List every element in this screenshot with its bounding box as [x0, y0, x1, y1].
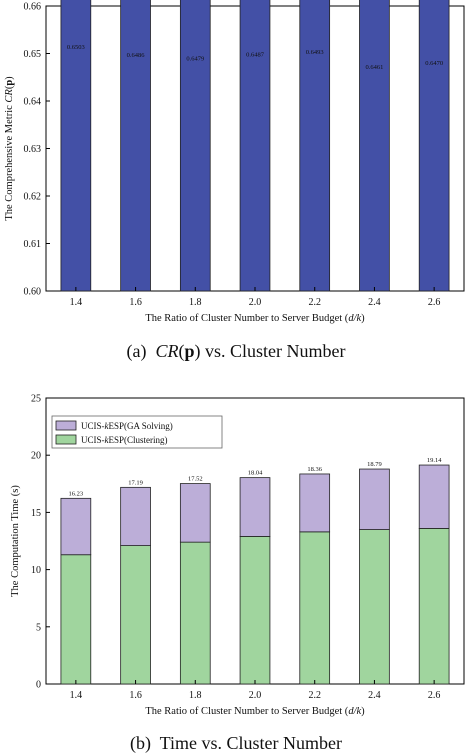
x-tick-label: 1.6 [129, 297, 142, 308]
y-tick-label: 0.66 [24, 2, 42, 13]
y-axis-label: The Comprehensive Metric CR(p) [4, 76, 15, 221]
x-tick-label: 1.4 [70, 690, 83, 701]
y-tick-label: 0.62 [24, 192, 42, 203]
chart-a: 0.60 0.61 0.62 0.63 0.64 0.65 0.66 0.6503 1.4 0.6… [4, 0, 465, 324]
bar [299, 0, 331, 292]
x-tick-label: 2.0 [249, 690, 262, 701]
bar-value-label: 0.6493 [306, 49, 324, 56]
x-tick-label: 1.6 [129, 690, 142, 701]
bar [179, 541, 211, 685]
bar-value-label: 0.6461 [365, 64, 383, 71]
y-axis-label: The Computation Time (s) [10, 485, 21, 597]
bar [120, 545, 151, 685]
bar-value-label: 0.6470 [425, 60, 443, 67]
y-tick-label: 0 [36, 680, 41, 691]
bar [418, 528, 450, 685]
bar-value-label: 18.79 [367, 461, 382, 468]
bar-value-label: 0.6486 [127, 52, 146, 59]
y-tick-label: 0.65 [24, 49, 42, 60]
x-axis-label: The Ratio of Cluster Number to Server Bu… [145, 313, 365, 324]
y-tick-label: 15 [31, 508, 41, 519]
x-tick-label: 2.4 [368, 690, 381, 701]
legend: UCIS-kESP(GA Solving) UCIS-kESP(Clusterin… [51, 415, 223, 449]
x-tick-label: 2.4 [368, 297, 381, 308]
bar [60, 0, 92, 292]
bar [60, 554, 92, 685]
bar-value-label: 19.14 [427, 457, 442, 464]
x-tick-label: 1.8 [189, 690, 202, 701]
caption-b: (b) Time vs. Cluster Number [129, 733, 343, 753]
legend-entry: UCIS-kESP(GA Solving) [81, 421, 173, 431]
bar [120, 486, 151, 546]
caption-a: (a) CR(p) vs. Cluster Number [126, 341, 346, 361]
bar-value-label: 16.23 [69, 490, 84, 497]
legend-box [51, 415, 223, 449]
legend-swatch [55, 420, 77, 431]
bar [239, 0, 271, 292]
bar [239, 477, 271, 537]
y-tick-label: 25 [31, 394, 41, 405]
x-tick-label: 2.2 [308, 297, 321, 308]
y-tick-label: 5 [36, 622, 41, 633]
y-tick-label: 10 [31, 565, 41, 576]
x-tick-label: 2.6 [428, 690, 441, 701]
legend-entry: UCIS-kESP(Clustering) [81, 435, 168, 445]
chart-b: 0 5 10 15 20 25 16.23 1.4 17.19 1.6 17.52 1.8 18.04 2… [10, 394, 465, 717]
legend-swatch [55, 434, 77, 445]
x-axis-label: The Ratio of Cluster Number to Server Bu… [145, 706, 365, 717]
y-tick-label: 0.64 [24, 97, 42, 108]
x-tick-label: 2.2 [308, 690, 321, 701]
bar-value-label: 18.04 [248, 470, 263, 477]
bar [359, 0, 390, 292]
bar [418, 464, 450, 529]
bar [120, 0, 151, 292]
bar [359, 468, 390, 530]
x-tick-label: 2.0 [249, 297, 262, 308]
y-tick-label: 0.60 [24, 287, 42, 298]
bar [179, 0, 211, 292]
bar [239, 536, 271, 685]
bar [418, 0, 450, 292]
bar-value-label: 0.6503 [67, 44, 85, 51]
x-tick-label: 1.4 [70, 297, 83, 308]
bar-value-label: 17.52 [188, 476, 203, 483]
bar [299, 473, 331, 533]
bar [359, 529, 390, 685]
y-tick-label: 0.61 [24, 239, 42, 250]
x-tick-label: 1.8 [189, 297, 202, 308]
x-tick-label: 2.6 [428, 297, 441, 308]
y-tick-label: 20 [31, 451, 41, 462]
bar [179, 483, 211, 543]
bar [60, 497, 92, 556]
bar [299, 531, 331, 685]
bar-value-label: 18.36 [307, 466, 322, 473]
bar-value-label: 17.19 [128, 479, 143, 486]
bar-value-label: 0.6487 [246, 52, 265, 59]
bar-value-label: 0.6479 [186, 55, 204, 62]
y-tick-label: 0.63 [24, 144, 42, 155]
